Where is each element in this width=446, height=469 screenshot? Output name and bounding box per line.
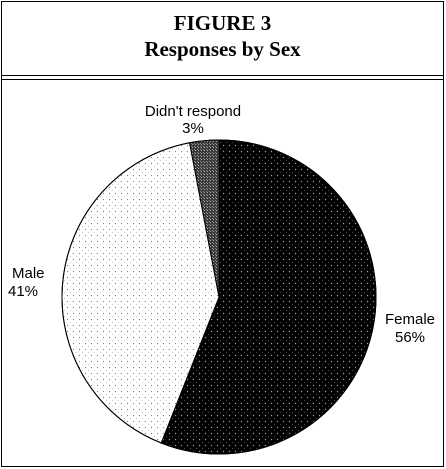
header-rule-bottom: [2, 79, 443, 80]
figure-title: Responses by Sex: [144, 37, 301, 61]
pie-outline: [61, 139, 377, 455]
figure-label: FIGURE 3: [173, 11, 272, 35]
header-rule-top: [2, 75, 443, 76]
slice-value-no-response: 3%: [182, 120, 204, 137]
slice-value-female: 56%: [395, 329, 425, 346]
slice-label-male: Male: [12, 265, 45, 282]
slice-value-male: 41%: [8, 283, 38, 300]
slice-label-female: Female: [385, 311, 435, 328]
slice-label-no-response: Didn't respond: [145, 103, 241, 120]
pie-slices: [61, 139, 377, 455]
figure-header: FIGURE 3 Responses by Sex: [2, 2, 443, 75]
